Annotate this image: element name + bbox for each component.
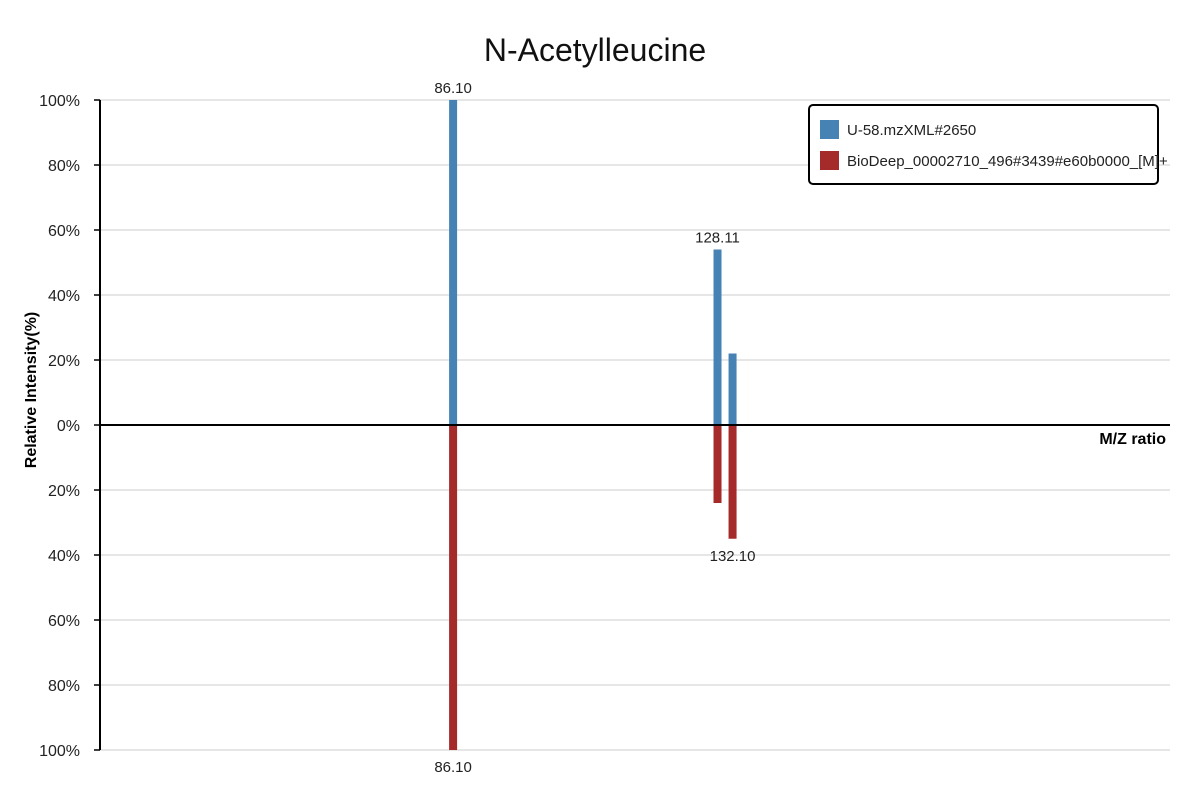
y-tick-label: 0% <box>57 418 80 435</box>
y-tick-labels: 100% 80% 60% 40% 20% 0% 20% 40% 60% 80% 100% <box>39 93 100 760</box>
legend-label-reference: BioDeep_00002710_496#3439#e60b0000_[M]+ <box>847 153 1168 170</box>
x-axis-title: M/Z ratio <box>1099 431 1166 448</box>
y-tick-label: 100% <box>39 743 80 760</box>
y-tick-label: 80% <box>48 158 80 175</box>
query-peak-bar <box>713 249 722 425</box>
peak-bars <box>449 100 737 750</box>
reference-peak-bar <box>449 425 458 750</box>
query-peak-label: 128.11 <box>695 230 740 247</box>
gridlines <box>100 99 1170 751</box>
y-tick-label: 60% <box>48 613 80 630</box>
y-tick-label: 40% <box>48 548 80 565</box>
chart-title: N-Acetylleucine <box>484 32 706 68</box>
legend-swatch-query <box>820 120 839 139</box>
legend: U-58.mzXML#2650 BioDeep_00002710_496#343… <box>808 104 1168 185</box>
reference-peak-bar <box>728 425 737 539</box>
reference-peak-label: 86.10 <box>434 759 472 776</box>
legend-box <box>808 104 1159 185</box>
peak-labels: 86.10 128.11 86.10 132.10 <box>434 80 755 776</box>
y-tick-label: 20% <box>48 483 80 500</box>
legend-swatch-reference <box>820 151 839 170</box>
query-peak-bar <box>449 100 458 425</box>
query-peak-bar <box>728 353 737 425</box>
query-peak-label: 86.10 <box>434 80 472 97</box>
reference-peak-bar <box>713 425 722 503</box>
y-tick-label: 20% <box>48 353 80 370</box>
y-tick-label: 80% <box>48 678 80 695</box>
y-axis-title: Relative Intensity(%) <box>23 312 40 468</box>
reference-peak-label: 132.10 <box>710 548 756 565</box>
y-tick-label: 60% <box>48 223 80 240</box>
y-tick-label: 40% <box>48 288 80 305</box>
y-tick-label: 100% <box>39 93 80 110</box>
legend-label-query: U-58.mzXML#2650 <box>847 122 976 139</box>
